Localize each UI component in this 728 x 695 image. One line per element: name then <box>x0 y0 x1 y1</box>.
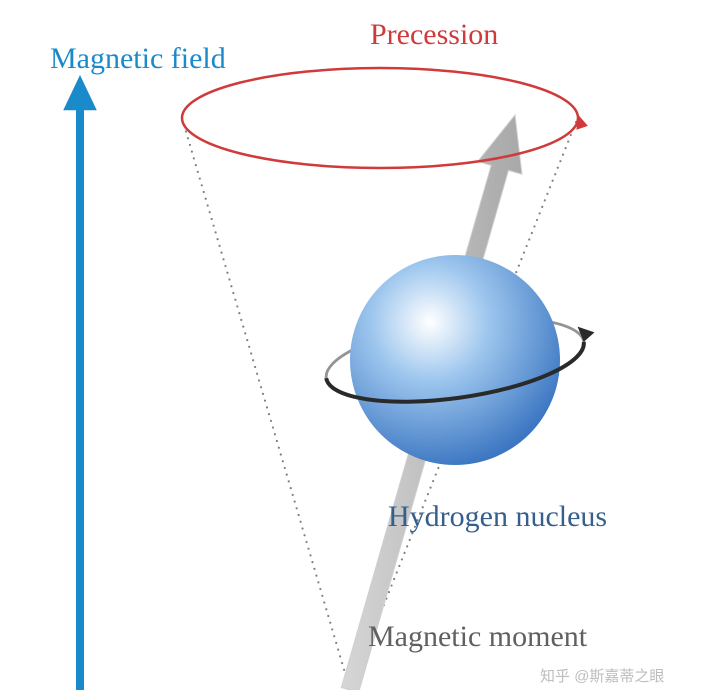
watermark-user: @斯嘉蒂之眼 <box>574 668 664 685</box>
precession-label: Precession <box>370 18 498 52</box>
hydrogen-nucleus-label: Hydrogen nucleus <box>388 500 607 534</box>
watermark: 知乎 @斯嘉蒂之眼 <box>540 665 664 686</box>
watermark-site: 知乎 <box>540 668 570 685</box>
precession-arrowhead <box>576 114 587 130</box>
cone-dotted-line <box>181 117 351 690</box>
hydrogen-nucleus-sphere <box>350 255 560 465</box>
diagram-svg <box>0 0 728 690</box>
magnetic-moment-label: Magnetic moment <box>368 620 587 654</box>
precession-ellipse <box>182 68 578 168</box>
magnetic-field-label: Magnetic field <box>50 42 226 76</box>
nmr-precession-diagram: Magnetic field Precession Hydrogen nucle… <box>0 0 728 690</box>
